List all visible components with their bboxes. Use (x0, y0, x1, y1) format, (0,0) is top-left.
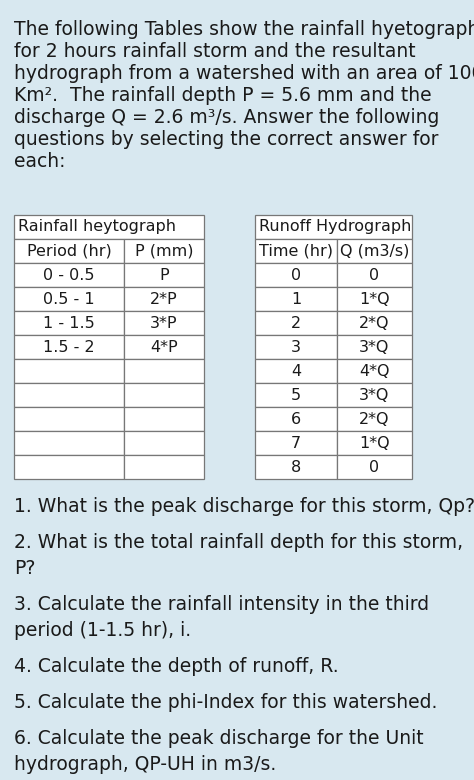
Text: 1: 1 (291, 292, 301, 307)
Text: 8: 8 (291, 459, 301, 474)
Bar (124, 431, 204, 455)
Text: The following Tables show the rainfall hyetograph: The following Tables show the rainfall h… (14, 20, 474, 39)
Bar (337, 431, 412, 455)
Text: 0: 0 (369, 268, 380, 282)
Bar (255, 215, 412, 239)
Bar (255, 431, 337, 455)
Text: 2. What is the total rainfall depth for this storm,: 2. What is the total rainfall depth for … (14, 533, 463, 552)
Text: 5. Calculate the phi-Index for this watershed.: 5. Calculate the phi-Index for this wate… (14, 693, 438, 712)
Bar (337, 263, 412, 287)
Text: P?: P? (14, 559, 36, 578)
Bar (14, 239, 124, 263)
Bar (14, 287, 124, 311)
Text: 7: 7 (291, 435, 301, 451)
Text: 0: 0 (291, 268, 301, 282)
Text: Period (hr): Period (hr) (27, 243, 111, 258)
Bar (337, 311, 412, 335)
Bar (124, 359, 204, 383)
Text: 1.5 - 2: 1.5 - 2 (43, 339, 95, 354)
Bar (255, 287, 337, 311)
Bar (124, 407, 204, 431)
Text: Runoff Hydrograph: Runoff Hydrograph (259, 219, 411, 235)
Text: 3*Q: 3*Q (359, 339, 390, 354)
Bar (337, 287, 412, 311)
Text: 1 - 1.5: 1 - 1.5 (43, 315, 95, 331)
Text: P (mm): P (mm) (135, 243, 193, 258)
Bar (14, 407, 124, 431)
Text: 6: 6 (291, 412, 301, 427)
Bar (255, 311, 337, 335)
Text: Time (hr): Time (hr) (259, 243, 333, 258)
Text: discharge Q = 2.6 m³/s. Answer the following: discharge Q = 2.6 m³/s. Answer the follo… (14, 108, 439, 127)
Bar (255, 263, 337, 287)
Bar (14, 431, 124, 455)
Text: 4*P: 4*P (150, 339, 178, 354)
Bar (337, 359, 412, 383)
Text: 3. Calculate the rainfall intensity in the third: 3. Calculate the rainfall intensity in t… (14, 595, 429, 614)
Bar (337, 335, 412, 359)
Bar (14, 455, 124, 479)
Text: 4. Calculate the depth of runoff, R.: 4. Calculate the depth of runoff, R. (14, 657, 338, 676)
Bar (255, 383, 337, 407)
Text: 3*P: 3*P (150, 315, 178, 331)
Text: 4: 4 (291, 363, 301, 378)
Text: Km².  The rainfall depth P = 5.6 mm and the: Km². The rainfall depth P = 5.6 mm and t… (14, 86, 432, 105)
Text: 1*Q: 1*Q (359, 292, 390, 307)
Bar (14, 359, 124, 383)
Text: 2: 2 (291, 315, 301, 331)
Text: Rainfall heytograph: Rainfall heytograph (18, 219, 176, 235)
Bar (14, 335, 124, 359)
Bar (255, 359, 337, 383)
Text: 5: 5 (291, 388, 301, 402)
Text: 1*Q: 1*Q (359, 435, 390, 451)
Text: hydrograph from a watershed with an area of 100: hydrograph from a watershed with an area… (14, 64, 474, 83)
Text: 6. Calculate the peak discharge for the Unit: 6. Calculate the peak discharge for the … (14, 729, 424, 748)
Text: 0.5 - 1: 0.5 - 1 (43, 292, 95, 307)
Bar (14, 263, 124, 287)
Bar (255, 335, 337, 359)
Text: 3: 3 (291, 339, 301, 354)
Bar (124, 263, 204, 287)
Bar (124, 335, 204, 359)
Text: 2*Q: 2*Q (359, 412, 390, 427)
Text: 2*Q: 2*Q (359, 315, 390, 331)
Text: 1. What is the peak discharge for this storm, Qp?: 1. What is the peak discharge for this s… (14, 497, 474, 516)
Bar (124, 383, 204, 407)
Bar (14, 311, 124, 335)
Text: 2*P: 2*P (150, 292, 178, 307)
Text: for 2 hours rainfall storm and the resultant: for 2 hours rainfall storm and the resul… (14, 42, 416, 61)
Bar (337, 455, 412, 479)
Bar (255, 239, 337, 263)
Text: Q (m3/s): Q (m3/s) (340, 243, 409, 258)
Text: questions by selecting the correct answer for: questions by selecting the correct answe… (14, 130, 438, 149)
Text: 3*Q: 3*Q (359, 388, 390, 402)
Bar (337, 239, 412, 263)
Bar (124, 311, 204, 335)
Bar (124, 287, 204, 311)
Text: 0 - 0.5: 0 - 0.5 (43, 268, 95, 282)
Text: hydrograph, QP-UH in m3/s.: hydrograph, QP-UH in m3/s. (14, 755, 276, 774)
Text: period (1-1.5 hr), i.: period (1-1.5 hr), i. (14, 621, 191, 640)
Bar (14, 383, 124, 407)
Bar (14, 215, 204, 239)
Bar (124, 239, 204, 263)
Bar (255, 455, 337, 479)
Text: P: P (159, 268, 169, 282)
Bar (255, 407, 337, 431)
Bar (337, 407, 412, 431)
Text: each:: each: (14, 152, 65, 171)
Text: 0: 0 (369, 459, 380, 474)
Bar (337, 383, 412, 407)
Bar (124, 455, 204, 479)
Text: 4*Q: 4*Q (359, 363, 390, 378)
